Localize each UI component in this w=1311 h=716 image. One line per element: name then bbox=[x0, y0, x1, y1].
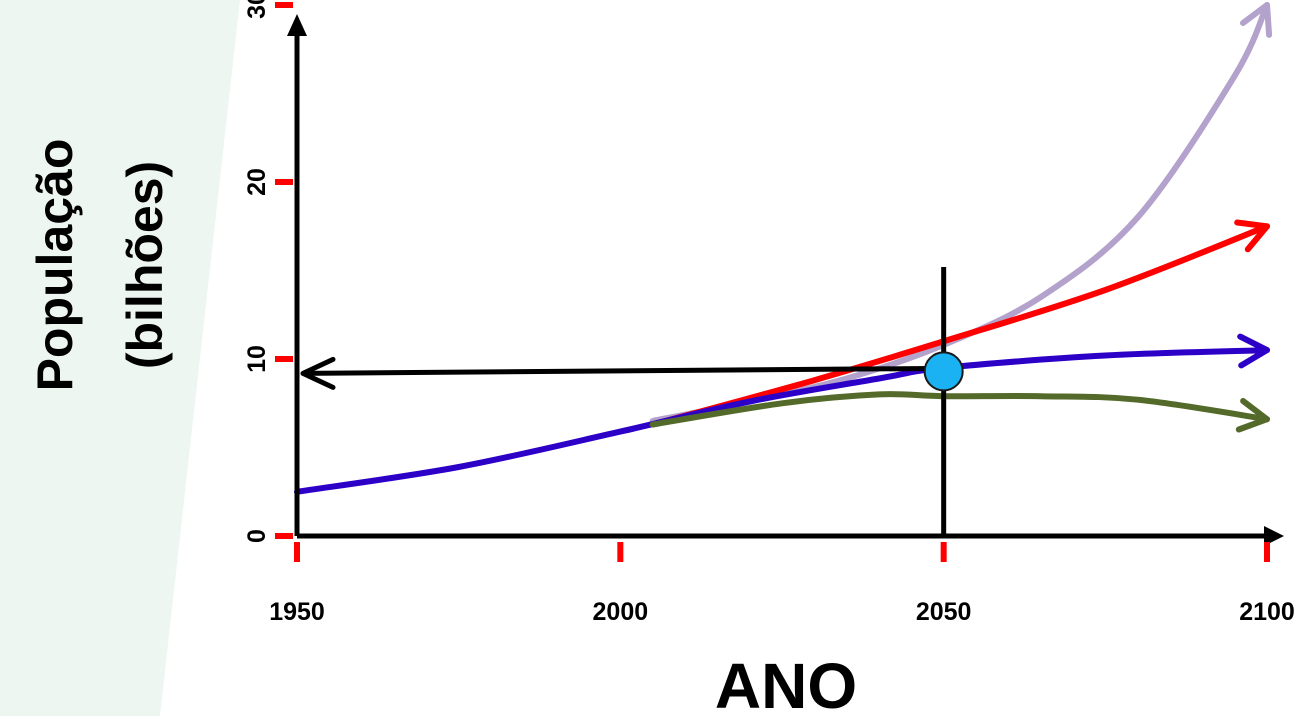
series-line-2 bbox=[649, 223, 1270, 428]
x-tick-label-2000: 2000 bbox=[593, 598, 649, 626]
y-tick-label-30: 30 bbox=[243, 0, 271, 19]
y-axis-arrowhead bbox=[287, 14, 307, 36]
x-tick-label-1950: 1950 bbox=[269, 598, 325, 626]
y-tick-label-0: 0 bbox=[243, 529, 271, 543]
series-line-1-arrowhead bbox=[1240, 2, 1273, 38]
series-line-3 bbox=[294, 347, 1270, 495]
series-line-1 bbox=[649, 2, 1270, 424]
annotation-marker bbox=[923, 351, 964, 392]
y-axis-title-line-1: População bbox=[27, 139, 83, 392]
ticks-layer: 1950 2000 2050 2100 0 10 20 30 bbox=[243, 0, 1295, 626]
series-line-3-arrowhead bbox=[1237, 333, 1270, 369]
y-tick-label-10: 10 bbox=[243, 345, 271, 373]
y-axis-title-line-2: (bilhões) bbox=[117, 161, 173, 369]
series-layer bbox=[294, 2, 1273, 495]
x-tick-label-2050: 2050 bbox=[916, 598, 972, 626]
x-tick-label-2100: 2100 bbox=[1239, 598, 1295, 626]
annotation-horizontal-line bbox=[304, 365, 944, 376]
x-axis-title: ANO bbox=[715, 650, 857, 716]
annotation-arrowhead bbox=[300, 356, 336, 390]
y-tick-label-20: 20 bbox=[243, 168, 271, 196]
y-axis-title: População (bilhões) bbox=[27, 139, 173, 392]
x-axis-arrowhead bbox=[1264, 526, 1284, 546]
series-line-4-arrowhead bbox=[1235, 398, 1270, 433]
annotation-layer bbox=[300, 266, 964, 536]
series-line-2-arrowhead bbox=[1234, 219, 1270, 253]
